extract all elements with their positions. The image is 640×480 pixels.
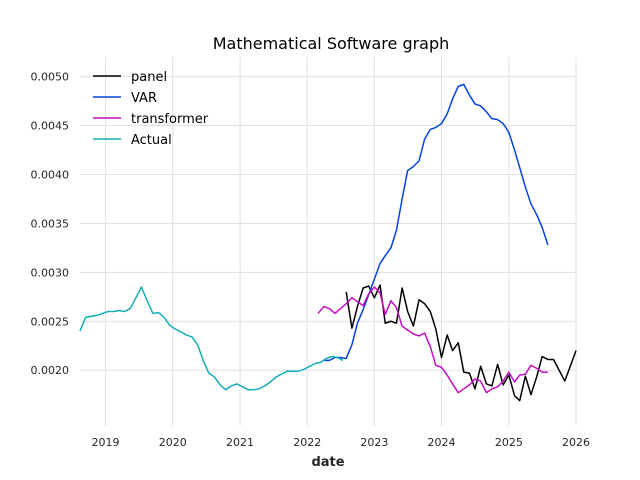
x-tick-label: 2021: [226, 436, 254, 449]
series-line-transformer: [317, 286, 548, 394]
axis-ticks: 2019 2020 2021 2022 2023 2024 2025 2026 0.0020 0.…: [31, 71, 591, 449]
grid: [80, 57, 577, 426]
y-tick-label: 0.0030: [31, 266, 70, 279]
legend: panel VAR transformer Actual: [93, 70, 209, 148]
x-tick-label: 2026: [562, 436, 590, 449]
x-tick-label: 2025: [495, 436, 523, 449]
series-lines: [79, 83, 577, 402]
legend-label: VAR: [131, 91, 157, 106]
series-line-VAR: [323, 83, 549, 362]
legend-label: transformer: [131, 112, 209, 127]
x-tick-label: 2024: [428, 436, 456, 449]
x-axis-label: date: [311, 455, 344, 470]
y-tick-label: 0.0045: [31, 120, 70, 133]
x-tick-label: 2019: [92, 436, 120, 449]
y-tick-label: 0.0040: [31, 168, 70, 181]
x-tick-label: 2022: [293, 436, 321, 449]
x-tick-label: 2020: [159, 436, 187, 449]
y-tick-label: 0.0025: [31, 315, 70, 328]
y-tick-label: 0.0035: [31, 217, 70, 230]
legend-label: Actual: [131, 133, 172, 148]
chart-title: Mathematical Software graph: [213, 34, 450, 53]
y-tick-label: 0.0050: [31, 71, 70, 84]
series-line-panel: [345, 284, 577, 402]
legend-label: panel: [131, 70, 167, 85]
series-line-Actual: [79, 286, 344, 391]
x-tick-label: 2023: [360, 436, 388, 449]
y-tick-label: 0.0020: [31, 364, 70, 377]
